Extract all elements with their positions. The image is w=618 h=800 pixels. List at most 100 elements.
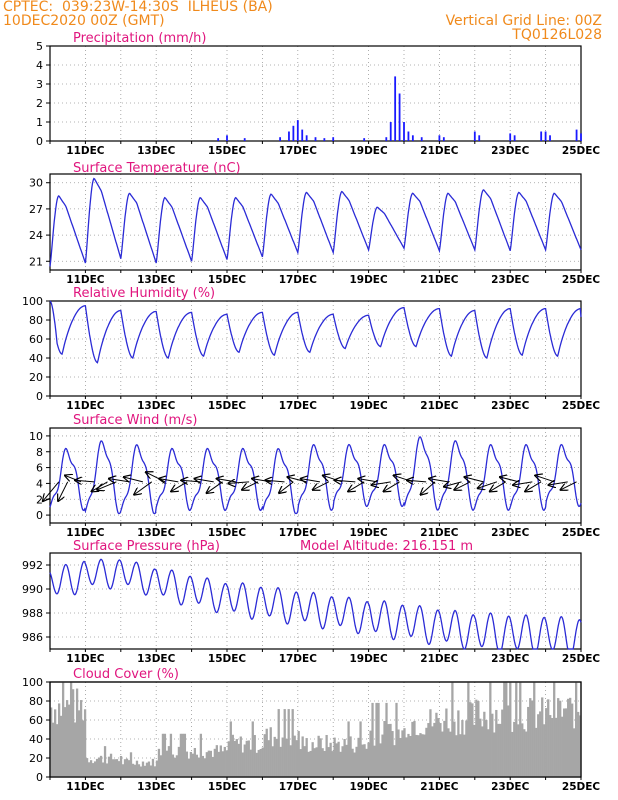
x-tick-label: 11DEC [66,653,105,665]
cloud-bar [311,742,314,777]
cloud-bar [277,709,280,777]
cloud-bar [321,748,324,777]
cloud-bar [437,718,440,777]
cloud-bar [285,738,288,777]
cloud-bar [373,745,376,777]
cloud-bar [281,737,284,777]
cloud-bar [479,718,482,777]
cloud-bar [173,757,177,777]
precip-bar [549,135,551,141]
x-tick-label: 11DEC [66,400,105,412]
cloud-bar [335,743,338,777]
cloud-bar [99,755,103,777]
precip-bar [243,138,246,141]
wind-vector-arrow [384,481,400,492]
cloud-bar [493,732,496,777]
x-tick-label: 11DEC [66,145,105,157]
cloud-bar [271,746,274,777]
wind-vector-arrow [58,481,69,501]
x-tick-label: 23DEC [491,781,530,793]
x-tick-label: 19DEC [349,400,388,412]
wind-vector-arrow [525,481,542,492]
cloud-bar [65,700,69,777]
cloud-bar [561,716,564,777]
x-tick-label: 11DEC [66,781,105,793]
cloud-bar [77,710,81,777]
cloud-bar [441,731,444,777]
panel-temp [46,173,582,273]
cloud-bar [193,747,197,777]
cloud-bar [325,734,328,777]
cloud-bar [419,733,422,777]
plot-frame [49,681,582,778]
precip-bar [288,131,290,141]
cloud-bar [401,730,404,777]
cloud-bar [121,764,125,777]
cloud-bar [197,757,201,777]
cloud-bar [365,748,368,777]
y-tick-label: 20 [29,752,43,765]
cloud-bar [189,751,193,777]
cloud-bar [327,747,330,777]
cloud-bar [111,759,115,777]
precip-bar [292,125,295,141]
wind-vector-arrow [407,480,427,482]
cloud-bar [459,734,462,777]
cloud-bar [253,735,256,777]
cloud-bar [465,720,468,777]
cloud-bar [355,746,358,777]
cloud-bar [165,750,169,777]
x-tick-label: 15DEC [208,400,247,412]
cloud-bar [251,721,254,777]
cloud-bar [147,761,151,777]
cloud-bar [433,722,436,777]
wind-vector-arrow [372,482,391,485]
panel-rh [46,300,582,399]
x-tick-label: 19DEC [349,274,388,286]
cloud-bar [289,745,292,777]
precip-bar [420,137,423,141]
header-run-time: 10DEC2020 00Z (GMT) [3,13,165,29]
x-tick-label: 25DEC [562,274,601,286]
cloud-bar [557,698,560,777]
x-tick-label: 19DEC [349,145,388,157]
x-tick-label: 21DEC [420,145,459,157]
cloud-bar [529,698,532,777]
y-tick-label: 1 [36,116,43,129]
precip-bar [403,122,405,141]
cloud-bar [79,700,83,777]
x-tick-label: 13DEC [137,781,176,793]
cloud-bar [257,749,260,777]
cloud-bar [119,755,123,777]
panel-title-cloud: Cloud Cover (%) [73,667,179,682]
x-tick-label: 25DEC [562,781,601,793]
cloud-bar [50,707,53,777]
y-tick-label: 30 [29,177,43,190]
panel-title-temp: Surface Temperature (nC) [73,161,241,176]
cloud-bar [157,748,161,777]
cloud-bar [149,765,153,777]
cloud-bar [309,750,312,777]
cloud-bar [551,717,554,777]
cloud-bar [431,726,434,777]
header-model-id: TQ0126L028 [512,27,602,43]
cloud-bar [353,752,356,777]
y-tick-label: 20 [29,371,43,384]
cloud-bar [525,731,528,777]
cloud-bar [219,745,222,777]
cloud-bar [387,724,390,777]
cloud-bar [123,759,127,777]
y-tick-label: 0 [36,135,43,148]
precip-bar [575,129,578,141]
cloud-bar [349,736,352,777]
wind-vector-arrow [464,477,484,482]
cloud-bar [361,744,364,777]
cloud-bar [55,724,59,777]
x-tick-label: 15DEC [208,145,247,157]
cloud-bar [221,751,224,777]
y-tick-label: 21 [29,255,43,268]
cloud-bar [179,733,183,777]
cloud-bar [535,727,538,777]
y-tick-label: 10 [29,430,43,443]
precip-bar [305,135,308,141]
